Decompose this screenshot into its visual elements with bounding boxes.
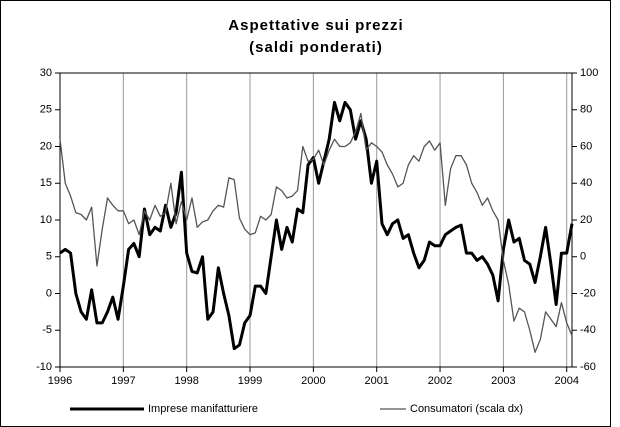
y2-tick-label: 60: [580, 140, 592, 152]
y-tick-label: 0: [46, 287, 52, 299]
y2-tick-label: -60: [580, 361, 596, 373]
y-tick-label: -5: [42, 324, 52, 336]
plot-border: [59, 72, 573, 368]
y-tick-label: -10: [36, 361, 52, 373]
x-tick-label: 2003: [491, 375, 515, 387]
y2-tick-label: 40: [580, 177, 592, 189]
y-tick-label: 30: [40, 67, 52, 79]
chart-subtitle: (saldi ponderati): [249, 39, 383, 56]
x-tick-label: 2001: [364, 375, 388, 387]
y-tick-label: 25: [40, 104, 52, 116]
y-tick-label: 20: [40, 140, 52, 152]
x-tick-label: 2000: [301, 375, 325, 387]
y2-tick-label: 100: [580, 67, 598, 79]
y-tick-label: 10: [40, 214, 52, 226]
series-line: [59, 112, 573, 353]
y2-tick-label: -20: [580, 287, 596, 299]
x-tick-label: 1996: [48, 375, 72, 387]
legend-label: Consumatori (scala dx): [410, 403, 523, 415]
y-tick-label: 5: [46, 251, 52, 263]
legend-label: Imprese manifatturiere: [148, 403, 258, 415]
x-tick-label: 1999: [238, 375, 262, 387]
x-tick-label: 2002: [428, 375, 452, 387]
y2-tick-label: -40: [580, 324, 596, 336]
y2-tick-label: 20: [580, 214, 592, 226]
x-tick-label: 1998: [174, 375, 198, 387]
x-tick-label: 1997: [111, 375, 135, 387]
chart-title: Aspettative sui prezzi: [228, 17, 403, 34]
y2-tick-label: 0: [580, 251, 586, 263]
x-tick-label: 2004: [554, 375, 578, 387]
plot-area: [60, 73, 572, 367]
y2-tick-label: 80: [580, 104, 592, 116]
y-tick-label: 15: [40, 177, 52, 189]
